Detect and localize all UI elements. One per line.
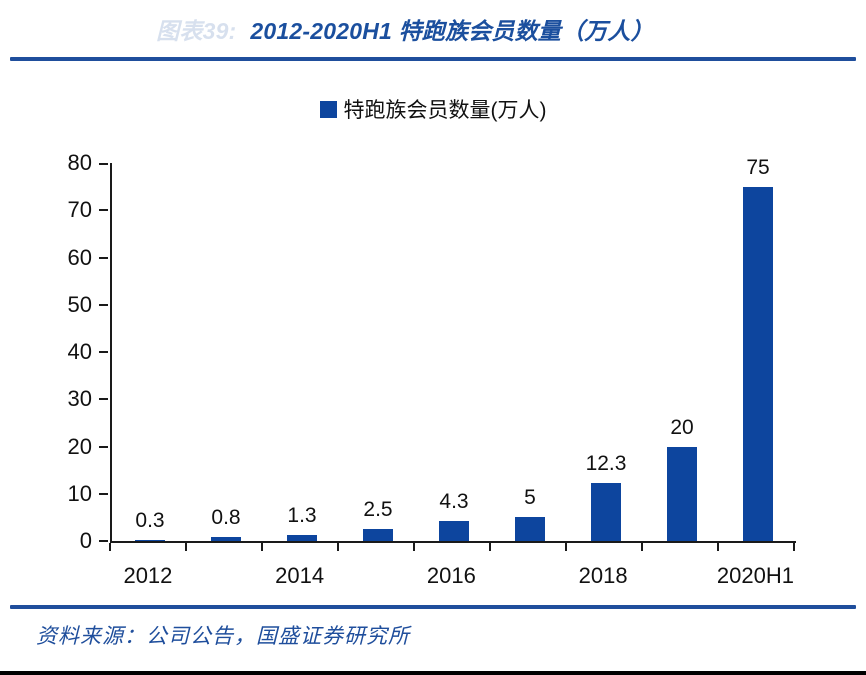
bar-slot-2014: 1.3 <box>264 163 340 541</box>
y-axis-tick-label: 20 <box>67 433 92 459</box>
y-axis-tick-mark <box>99 540 108 542</box>
bar-slot-2019: 20 <box>644 163 720 541</box>
bar-data-label: 4.3 <box>439 489 469 513</box>
legend-swatch-icon <box>319 100 337 118</box>
bar-2016 <box>439 520 469 541</box>
title-divider-rule <box>10 57 856 61</box>
bar-data-label: 2.5 <box>363 498 393 522</box>
y-axis-tick-label: 10 <box>67 480 92 506</box>
x-axis-label-2015 <box>338 563 414 589</box>
bar-2018 <box>591 482 621 541</box>
bar-2017 <box>515 517 545 541</box>
bar-2020H1 <box>743 186 773 541</box>
x-axis-label-2018: 2018 <box>578 563 628 588</box>
bar-2014 <box>287 534 317 541</box>
bar-slot-2018: 12.3 <box>568 163 644 541</box>
x-axis-tick-mark <box>641 543 643 551</box>
bar-slot-2015: 2.5 <box>340 163 416 541</box>
x-axis-tick-mark <box>337 543 339 551</box>
x-axis-tick-mark <box>185 543 187 551</box>
bar-2013 <box>211 537 241 541</box>
bar-slot-2016: 4.3 <box>416 163 492 541</box>
x-axis-tick-mark <box>489 543 491 551</box>
y-axis-tick-label: 70 <box>67 197 92 223</box>
x-axis-tick-mark <box>717 543 719 551</box>
y-axis-tick-mark <box>99 445 108 448</box>
bar-data-label: 12.3 <box>585 451 627 475</box>
y-axis-tick-label: 0 <box>79 528 92 553</box>
bar-2019 <box>667 446 697 541</box>
footer-divider-rule <box>10 605 856 609</box>
bar-data-label: 75 <box>746 155 770 179</box>
legend-label: 特跑族会员数量(万人) <box>343 99 547 122</box>
x-axis-tick-mark <box>413 543 415 551</box>
y-axis-tick-label: 30 <box>67 386 92 412</box>
y-axis-tick-mark <box>99 303 108 306</box>
chart-title-row: 图表39: 2012-2020H1 特跑族会员数量（万人） <box>0 12 838 46</box>
y-axis-tick-mark <box>99 163 108 165</box>
y-axis-tick-label: 80 <box>67 150 92 175</box>
bar-data-label: 0.8 <box>211 506 241 530</box>
figure-number-label: 图表39: <box>156 18 237 44</box>
bar-slot-2013: 0.8 <box>188 163 264 541</box>
data-source-note: 资料来源：公司公告，国盛证券研究所 <box>36 624 410 648</box>
y-axis-tick-mark <box>99 256 108 259</box>
x-axis-labels: 2012 2014 2016 2018 2020H1 <box>110 563 794 589</box>
bar-data-label: 0.3 <box>135 508 165 532</box>
y-axis-tick-label: 50 <box>67 291 92 317</box>
x-axis-label-2014: 2014 <box>275 563 325 588</box>
chart-legend: 特跑族会员数量(万人) <box>0 94 866 124</box>
y-axis-tick-mark <box>99 209 108 212</box>
bar-slot-2012: 0.3 <box>112 163 188 541</box>
bar-slot-2020H1: 75 <box>720 156 796 541</box>
x-axis-tick-mark <box>109 543 111 551</box>
x-axis-label-2012: 2012 <box>123 563 173 588</box>
bar-data-label: 20 <box>670 415 694 439</box>
x-axis-label-2019 <box>641 563 717 589</box>
x-axis-label-2020H1: 2020H1 <box>716 563 794 588</box>
x-axis-tick-mark <box>565 543 567 551</box>
chart-title: 2012-2020H1 特跑族会员数量（万人） <box>250 18 654 44</box>
chart-plot-area: 0.3 0.8 1.3 2.5 4.3 5 12.3 20 75 <box>110 156 796 543</box>
page-bottom-border <box>0 671 866 675</box>
bar-series: 0.3 0.8 1.3 2.5 4.3 5 12.3 20 75 <box>112 156 796 541</box>
y-axis-tick-mark <box>99 398 108 401</box>
y-axis-tick-mark <box>99 492 108 495</box>
x-axis-label-2016: 2016 <box>426 563 476 588</box>
x-axis-label-2017 <box>489 563 565 589</box>
bar-slot-2017: 5 <box>492 163 568 541</box>
y-axis-tick-label: 40 <box>67 339 92 364</box>
bar-2015 <box>363 529 393 541</box>
x-axis-tick-mark <box>793 543 795 551</box>
x-axis-tick-mark <box>261 543 263 551</box>
x-axis-label-2013 <box>186 563 262 589</box>
y-axis-tick-mark <box>99 351 108 353</box>
bar-data-label: 1.3 <box>287 503 317 527</box>
chart-plot-wrapper: 0.3 0.8 1.3 2.5 4.3 5 12.3 20 75 0 10 20 30 40 50 60 70… <box>0 150 866 553</box>
bar-2012 <box>135 539 165 541</box>
bar-data-label: 5 <box>524 486 536 510</box>
y-axis-tick-label: 60 <box>67 244 92 270</box>
